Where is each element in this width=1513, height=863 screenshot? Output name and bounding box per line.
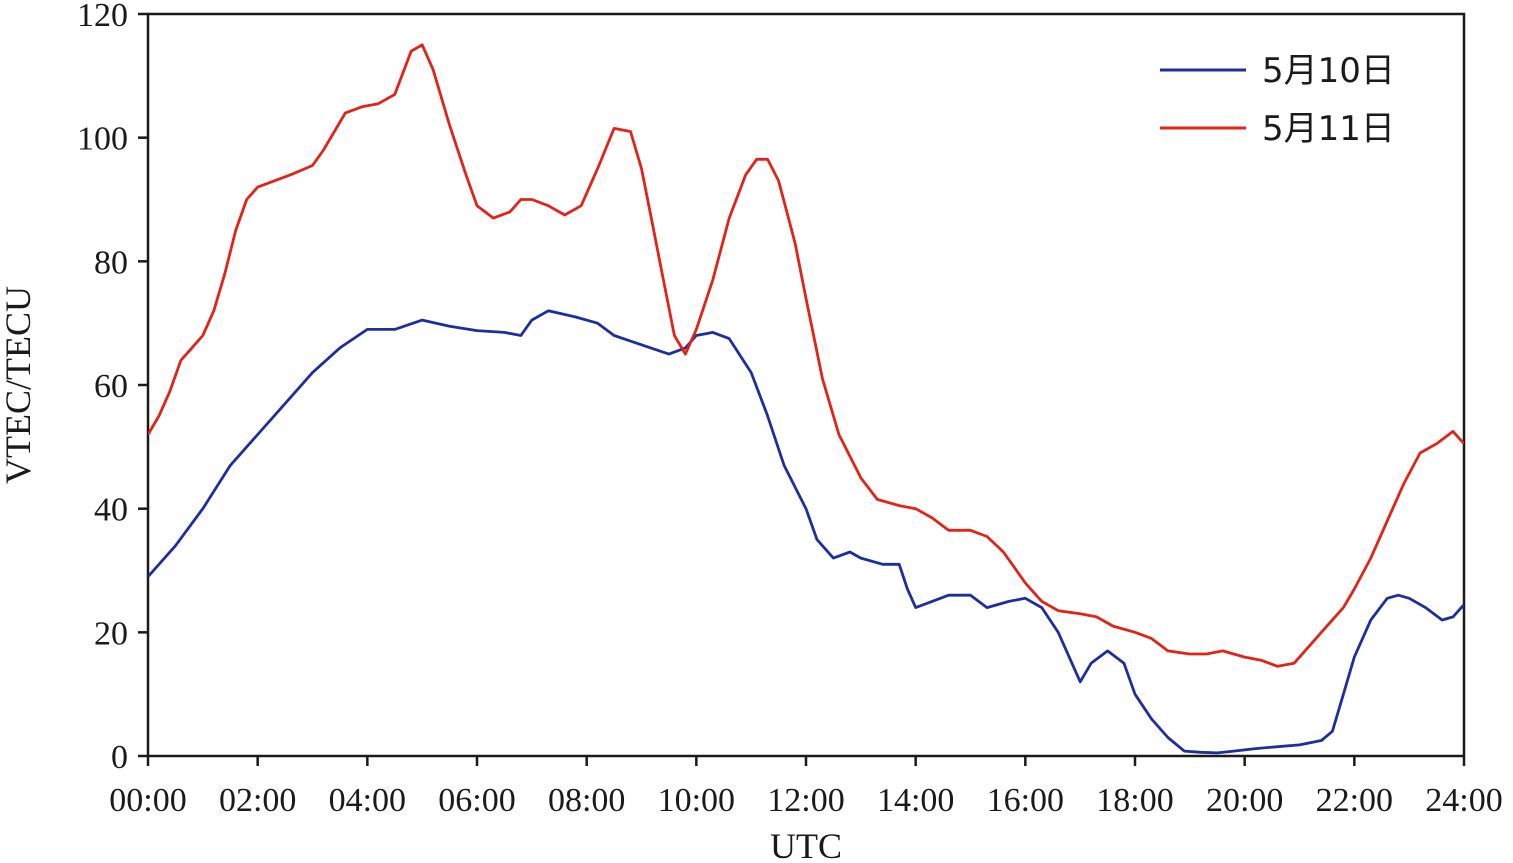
y-axis-ticks: 0 20 40 60 80 100 120 <box>77 0 148 776</box>
y-tick-label: 0 <box>111 739 128 776</box>
x-tick-label: 08:00 <box>548 782 625 819</box>
series-layer <box>148 43 1464 755</box>
x-tick-label: 06:00 <box>438 782 515 819</box>
y-tick-label: 60 <box>94 368 128 405</box>
y-tick-label: 100 <box>77 121 128 158</box>
x-tick-label: 20:00 <box>1206 782 1283 819</box>
x-axis-title: UTC <box>770 826 842 863</box>
y-tick-label: 120 <box>77 0 128 34</box>
series-line-1 <box>148 309 1464 755</box>
legend-label: 5月10日 <box>1262 51 1395 91</box>
x-tick-label: 18:00 <box>1096 782 1173 819</box>
x-tick-label: 24:00 <box>1425 782 1502 819</box>
legend: 5月10日 5月11日 <box>1160 51 1395 149</box>
y-tick-label: 80 <box>94 244 128 281</box>
y-tick-label: 20 <box>94 615 128 652</box>
x-axis-ticks: 00:00 02:00 04:00 06:00 08:00 10:00 12:00 14:00… <box>109 756 1503 819</box>
x-tick-label: 02:00 <box>219 782 296 819</box>
x-tick-label: 10:00 <box>658 782 735 819</box>
y-axis-title: VTEC/TECU <box>0 286 38 484</box>
x-tick-label: 22:00 <box>1316 782 1393 819</box>
x-tick-label: 16:00 <box>987 782 1064 819</box>
x-tick-label: 14:00 <box>877 782 954 819</box>
x-tick-label: 00:00 <box>109 782 186 819</box>
x-tick-label: 04:00 <box>329 782 406 819</box>
legend-label: 5月11日 <box>1262 109 1395 149</box>
y-tick-label: 40 <box>94 492 128 529</box>
series-line-2 <box>148 43 1464 668</box>
x-tick-label: 12:00 <box>767 782 844 819</box>
